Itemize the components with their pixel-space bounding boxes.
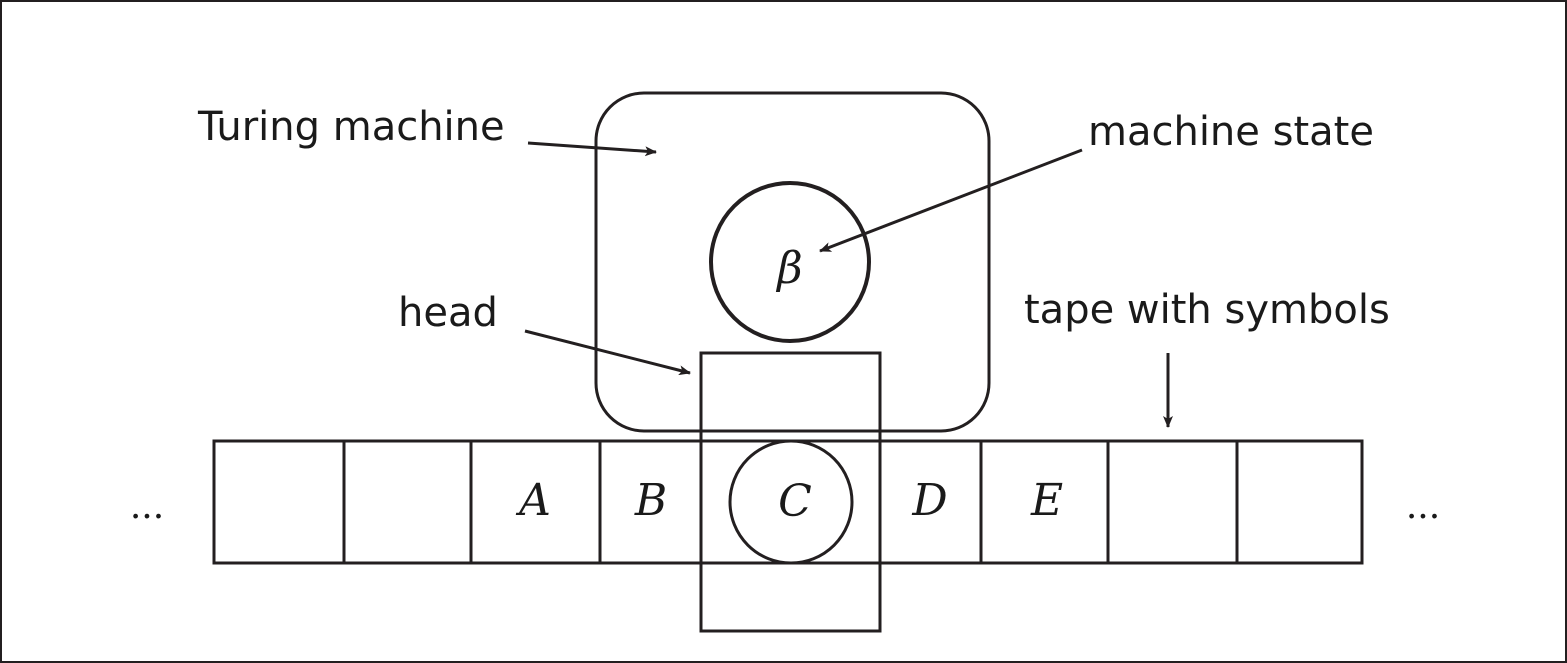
head-box: [699, 351, 882, 633]
tape-cell-symbol: E: [1030, 475, 1063, 526]
label-tape-with-symbols: tape with symbols: [1024, 287, 1390, 333]
ellipsis-left: ...: [130, 486, 164, 527]
tape-cell-symbol: D: [911, 475, 947, 526]
arrow-to-machine: [527, 141, 657, 157]
label-turing-machine: Turing machine: [197, 104, 505, 150]
machine-state-symbol: β: [775, 243, 802, 294]
head-circle: [728, 439, 854, 565]
arrow-to-machine-state: [819, 148, 1083, 253]
machine-box: [594, 91, 991, 433]
tape-cell-symbol: B: [634, 475, 667, 526]
ellipsis-right: ...: [1406, 486, 1440, 527]
label-machine-state: machine state: [1088, 109, 1374, 155]
machine-state-circle: [709, 181, 871, 343]
arrow-to-head: [524, 329, 691, 376]
label-head: head: [398, 290, 498, 336]
head-symbol: C: [778, 476, 812, 527]
tape-cell-symbol: A: [515, 475, 551, 526]
